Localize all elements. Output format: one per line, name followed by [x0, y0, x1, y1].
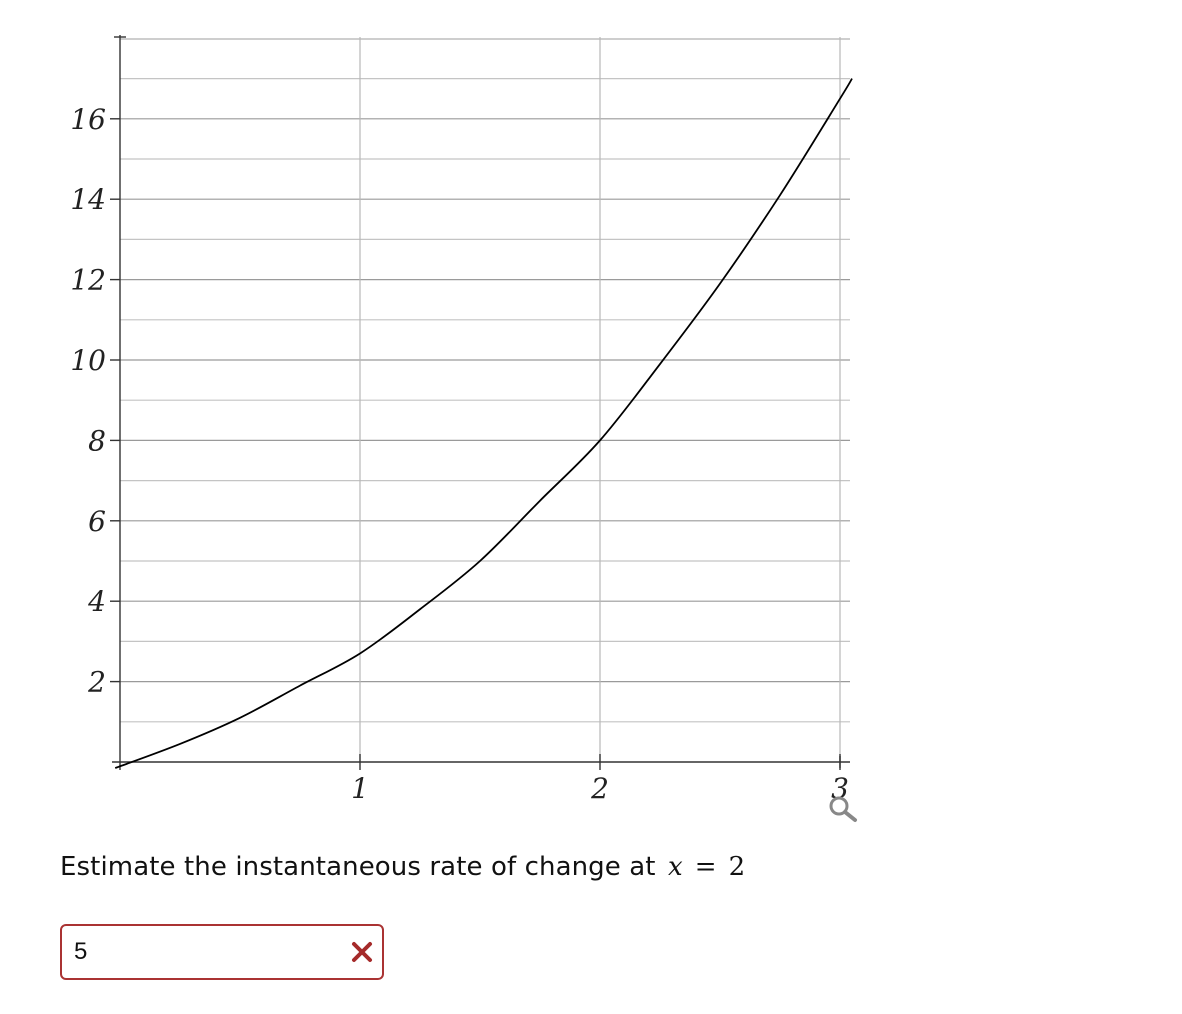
magnifier-icon[interactable] — [826, 794, 860, 824]
y-tick-label: 14 — [70, 183, 106, 216]
y-tick-label: 8 — [88, 424, 106, 457]
question-variable: x — [667, 852, 683, 882]
y-tick-label: 2 — [87, 666, 106, 699]
y-tick-label: 4 — [87, 585, 106, 618]
y-tick-label: 16 — [70, 103, 106, 136]
x-tick-label: 2 — [590, 772, 609, 805]
answer-field[interactable] — [60, 924, 384, 980]
x-tick-label: 3 — [831, 772, 849, 805]
x-mark-icon — [352, 942, 372, 962]
grid-lines — [120, 37, 850, 762]
function-curve — [114, 78, 853, 769]
question-operator: = — [694, 852, 717, 882]
y-tick-label: 6 — [88, 505, 106, 538]
question-prefix: Estimate the instantaneous rate of chang… — [60, 852, 656, 882]
question-value: 2 — [728, 852, 746, 882]
axes — [112, 35, 850, 770]
y-tick-label: 12 — [70, 264, 106, 297]
y-tick-label: 10 — [70, 344, 106, 377]
question-text: Estimate the instantaneous rate of chang… — [60, 852, 745, 882]
answer-input[interactable] — [74, 926, 344, 978]
tick-marks — [110, 118, 841, 770]
x-tick-label: 1 — [351, 772, 369, 805]
